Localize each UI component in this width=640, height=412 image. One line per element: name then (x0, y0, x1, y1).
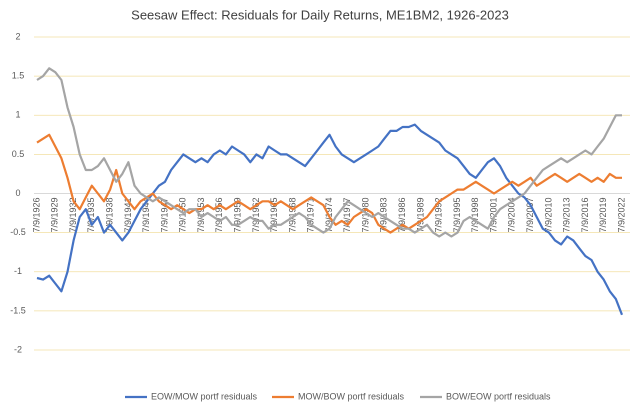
x-tick-label: 7/9/1947 (159, 198, 169, 233)
x-tick-label: 7/9/1986 (397, 198, 407, 233)
x-tick-label: 7/9/1980 (360, 198, 370, 233)
legend-label: MOW/BOW portf residuals (298, 391, 405, 401)
y-tick-label: 1.5 (12, 71, 25, 81)
x-tick-label: 7/9/1983 (379, 198, 389, 233)
x-tick-label: 7/9/1944 (141, 198, 151, 233)
y-tick-label: 2 (15, 31, 20, 41)
x-tick-label: 7/9/1989 (415, 198, 425, 233)
x-tick-label: 7/9/1929 (50, 198, 60, 233)
x-tick-label: 7/9/1971 (306, 198, 316, 233)
x-tick-label: 7/9/1926 (31, 198, 41, 233)
x-tick-label: 7/9/1959 (232, 198, 242, 233)
x-tick-label: 7/9/1938 (105, 198, 115, 233)
y-tick-label: 0 (15, 188, 20, 198)
series-line (36, 123, 624, 316)
x-tick-label: 7/9/2004 (507, 198, 517, 233)
series-line (36, 133, 622, 234)
x-tick-label: 7/9/2007 (525, 198, 535, 233)
series-line (36, 67, 622, 238)
y-tick-label: -1 (14, 266, 22, 276)
y-tick-label: 1 (15, 110, 20, 120)
x-tick-label: 7/9/1965 (269, 198, 279, 233)
legend-label: BOW/EOW portf residuals (446, 391, 551, 401)
x-tick-label: 7/9/1992 (434, 198, 444, 233)
x-tick-label: 7/9/1977 (342, 198, 352, 233)
x-tick-label: 7/9/1995 (452, 198, 462, 233)
x-tick-label: 7/9/2001 (488, 198, 498, 233)
x-tick-label: 7/9/2022 (616, 198, 626, 233)
x-tick-label: 7/9/2013 (562, 198, 572, 233)
chart-title: Seesaw Effect: Residuals for Daily Retur… (131, 7, 509, 22)
x-tick-label: 7/9/1998 (470, 198, 480, 233)
x-tick-label: 7/9/2019 (598, 198, 608, 233)
legend-label: EOW/MOW portf residuals (151, 391, 258, 401)
x-tick-label: 7/9/1956 (214, 198, 224, 233)
y-tick-label: -1.5 (10, 305, 26, 315)
y-tick-label: 0.5 (12, 149, 25, 159)
x-tick-label: 7/9/1932 (68, 198, 78, 233)
y-tick-label: -2 (14, 344, 22, 354)
x-tick-label: 7/9/2016 (580, 198, 590, 233)
x-tick-label: 7/9/2010 (543, 198, 553, 233)
x-tick-label: 7/9/1935 (86, 198, 96, 233)
x-tick-label: 7/9/1950 (178, 198, 188, 233)
x-tick-label: 7/9/1962 (251, 198, 261, 233)
y-tick-label: -0.5 (10, 227, 26, 237)
x-tick-label: 7/9/1941 (123, 198, 133, 233)
x-tick-label: 7/9/1968 (287, 198, 297, 233)
